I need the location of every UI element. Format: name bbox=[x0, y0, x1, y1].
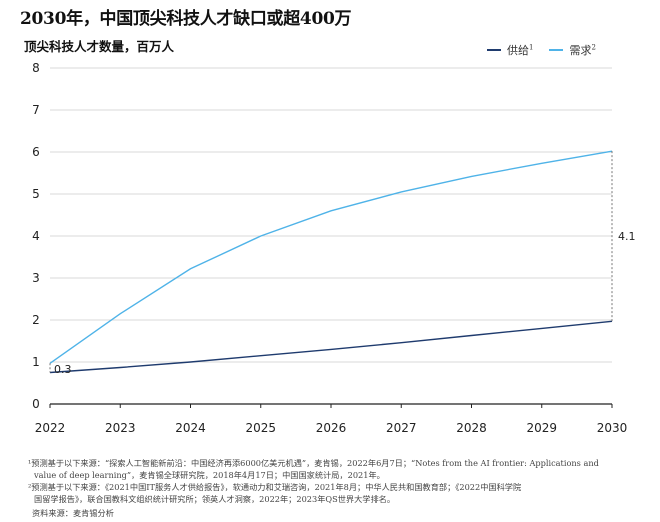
legend-label-supply: 供给1 bbox=[507, 43, 534, 57]
footnote-line: value of deep learning”，麦肯锡全球研究院，2018年4月… bbox=[34, 470, 385, 480]
footnote-line: ²预测基于以下来源：《2021中国IT服务人才供给报告》，软通动力和艾瑞咨询，2… bbox=[28, 482, 522, 492]
legend-label-demand: 需求2 bbox=[569, 43, 596, 57]
chart-title: 2030年，中国顶尖科技人才缺口或超400万 bbox=[20, 9, 352, 29]
footnote-line: 国留学报告》，联合国教科文组织统计研究所；领英人才洞察，2022年；2023年Q… bbox=[34, 494, 396, 504]
x-tick-label: 2025 bbox=[245, 421, 276, 435]
legend-item-supply: 供给1 bbox=[487, 42, 533, 58]
footnotes: ¹预测基于以下来源：“探索人工智能新前沿：中国经济再添6000亿美元机遇”，麦肯… bbox=[28, 457, 638, 505]
x-tick-label: 2022 bbox=[35, 421, 66, 435]
gap-label-2022: 0.3 bbox=[54, 363, 72, 376]
x-tick-label: 2030 bbox=[597, 421, 628, 435]
line-chart: 0 1 2 3 4 5 6 7 8 2022 2023 2024 2025 2026 2027 2028 202… bbox=[32, 61, 636, 435]
gap-label-2030: 4.1 bbox=[618, 230, 636, 243]
x-tick-label: 2029 bbox=[526, 421, 557, 435]
chart-legend: 供给1 需求2 bbox=[487, 42, 596, 58]
y-axis-label: 顶尖科技人才数量，百万人 bbox=[24, 39, 175, 54]
source-note: 资料来源：麦肯锡分析 bbox=[32, 508, 114, 518]
y-tick-label: 5 bbox=[32, 187, 40, 201]
y-tick-label: 7 bbox=[32, 103, 40, 117]
x-tick-label: 2024 bbox=[175, 421, 206, 435]
legend-swatch-demand bbox=[549, 49, 564, 51]
y-tick-label: 2 bbox=[32, 313, 40, 327]
y-tick-label: 4 bbox=[32, 229, 40, 243]
series-line-supply bbox=[49, 320, 613, 374]
x-tick-label: 2023 bbox=[105, 421, 136, 435]
legend-swatch-supply bbox=[487, 49, 501, 51]
y-tick-label: 1 bbox=[32, 355, 40, 369]
x-tick-label: 2026 bbox=[316, 421, 347, 435]
y-tick-label: 0 bbox=[32, 397, 40, 411]
footnote-line: ¹预测基于以下来源：“探索人工智能新前沿：中国经济再添6000亿美元机遇”，麦肯… bbox=[28, 458, 599, 468]
y-tick-label: 3 bbox=[32, 271, 40, 285]
y-tick-label: 6 bbox=[32, 145, 40, 159]
x-tick-label: 2028 bbox=[456, 421, 487, 435]
x-tick-label: 2027 bbox=[386, 421, 417, 435]
series-line-demand bbox=[49, 150, 613, 364]
y-tick-label: 8 bbox=[32, 61, 40, 75]
legend-item-demand: 需求2 bbox=[549, 42, 596, 58]
